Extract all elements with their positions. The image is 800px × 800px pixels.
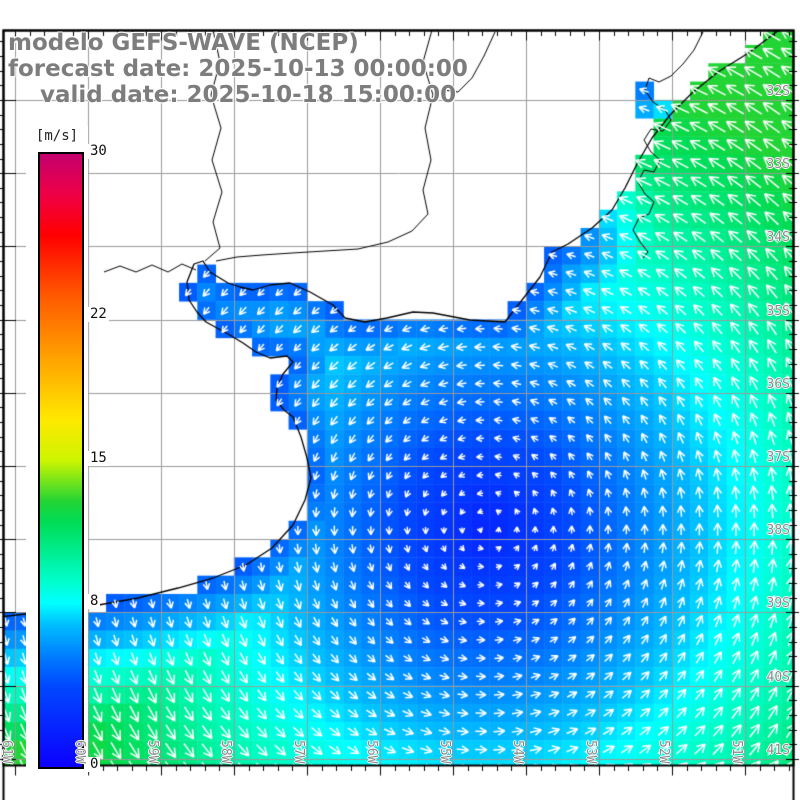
colorbar-tick-label: 22 xyxy=(88,306,109,323)
lat-tick-label: 35S xyxy=(766,303,790,319)
forecast-date-label: forecast date: 2025-10-13 00:00:00 xyxy=(8,56,468,82)
lon-tick-label: 56W xyxy=(364,740,379,764)
lat-tick-label: 36S xyxy=(766,376,790,392)
lat-tick-label: 39S xyxy=(766,596,790,612)
lon-tick-label: 59W xyxy=(145,740,160,764)
lat-tick-label: 38S xyxy=(766,523,790,539)
lat-tick-label: 37S xyxy=(766,450,790,465)
colorbar-unit-label: [m/s] xyxy=(35,128,79,144)
page-title: modelo GEFS-WAVE (NCEP) xyxy=(8,30,359,56)
lat-tick-label: 41S xyxy=(766,742,790,758)
lon-tick-label: 54W xyxy=(510,740,525,764)
colorbar-tick-label: 8 xyxy=(88,592,101,609)
lat-tick-label: 34S xyxy=(766,230,790,246)
lon-tick-label: 60W xyxy=(72,740,87,764)
colorbar-tick-label: 30 xyxy=(88,143,109,159)
lat-tick-label: 32S xyxy=(766,84,790,99)
lon-tick-label: 55W xyxy=(437,740,452,764)
lon-tick-label: 52W xyxy=(656,740,671,764)
colorbar-gradient xyxy=(38,152,84,769)
colorbar: [m/s] xyxy=(26,126,88,778)
valid-date-label: valid date: 2025-10-18 15:00:00 xyxy=(40,82,457,108)
lon-tick-label: 53W xyxy=(583,740,598,764)
lon-tick-label: 57W xyxy=(291,740,306,764)
lon-tick-label: 61W xyxy=(0,740,14,764)
lon-tick-label: 51W xyxy=(729,740,744,764)
lat-tick-label: 40S xyxy=(766,669,790,685)
colorbar-tick-label: 15 xyxy=(88,449,109,466)
lon-tick-label: 58W xyxy=(218,740,233,764)
lat-tick-label: 33S xyxy=(766,157,790,173)
colorbar-tick-label: 0 xyxy=(88,756,101,772)
